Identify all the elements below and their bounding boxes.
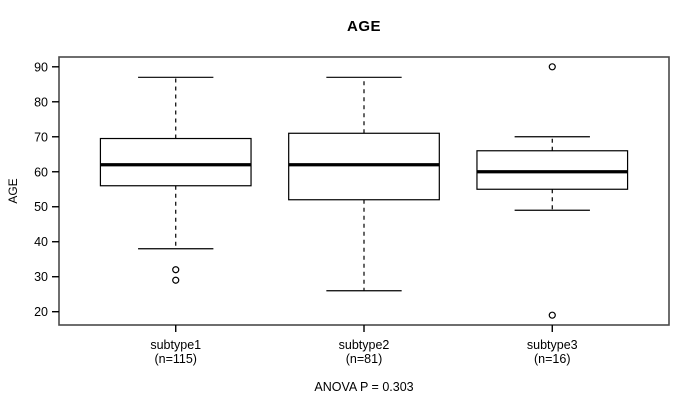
- y-tick-label-80: 80: [34, 95, 48, 109]
- outlier-subtype1-29: [172, 276, 180, 284]
- anova-caption: ANOVA P = 0.303: [314, 380, 414, 394]
- box-subtype2: [288, 132, 440, 201]
- outlier-subtype3-19: [548, 311, 556, 319]
- group-n-label-subtype3: (n=16): [534, 352, 570, 366]
- y-tick-label-20: 20: [34, 305, 48, 319]
- group-n-label-subtype2: (n=81): [346, 352, 382, 366]
- y-tick-label-40: 40: [34, 235, 48, 249]
- y-tick-label-60: 60: [34, 165, 48, 179]
- box-subtype3: [476, 150, 629, 190]
- outlier-subtype3-90: [548, 63, 556, 71]
- group-label-subtype2: subtype2: [339, 338, 390, 352]
- group-n-label-subtype1: (n=115): [154, 352, 197, 366]
- chart-title: AGE: [346, 18, 381, 35]
- y-tick-label-70: 70: [34, 130, 48, 144]
- y-tick-label-50: 50: [34, 200, 48, 214]
- y-tick-label-90: 90: [34, 60, 48, 74]
- outlier-subtype1-32: [172, 266, 180, 274]
- group-label-subtype1: subtype1: [150, 338, 201, 352]
- group-label-subtype3: subtype3: [527, 338, 578, 352]
- box-subtype1: [99, 137, 252, 187]
- y-tick-label-30: 30: [34, 270, 48, 284]
